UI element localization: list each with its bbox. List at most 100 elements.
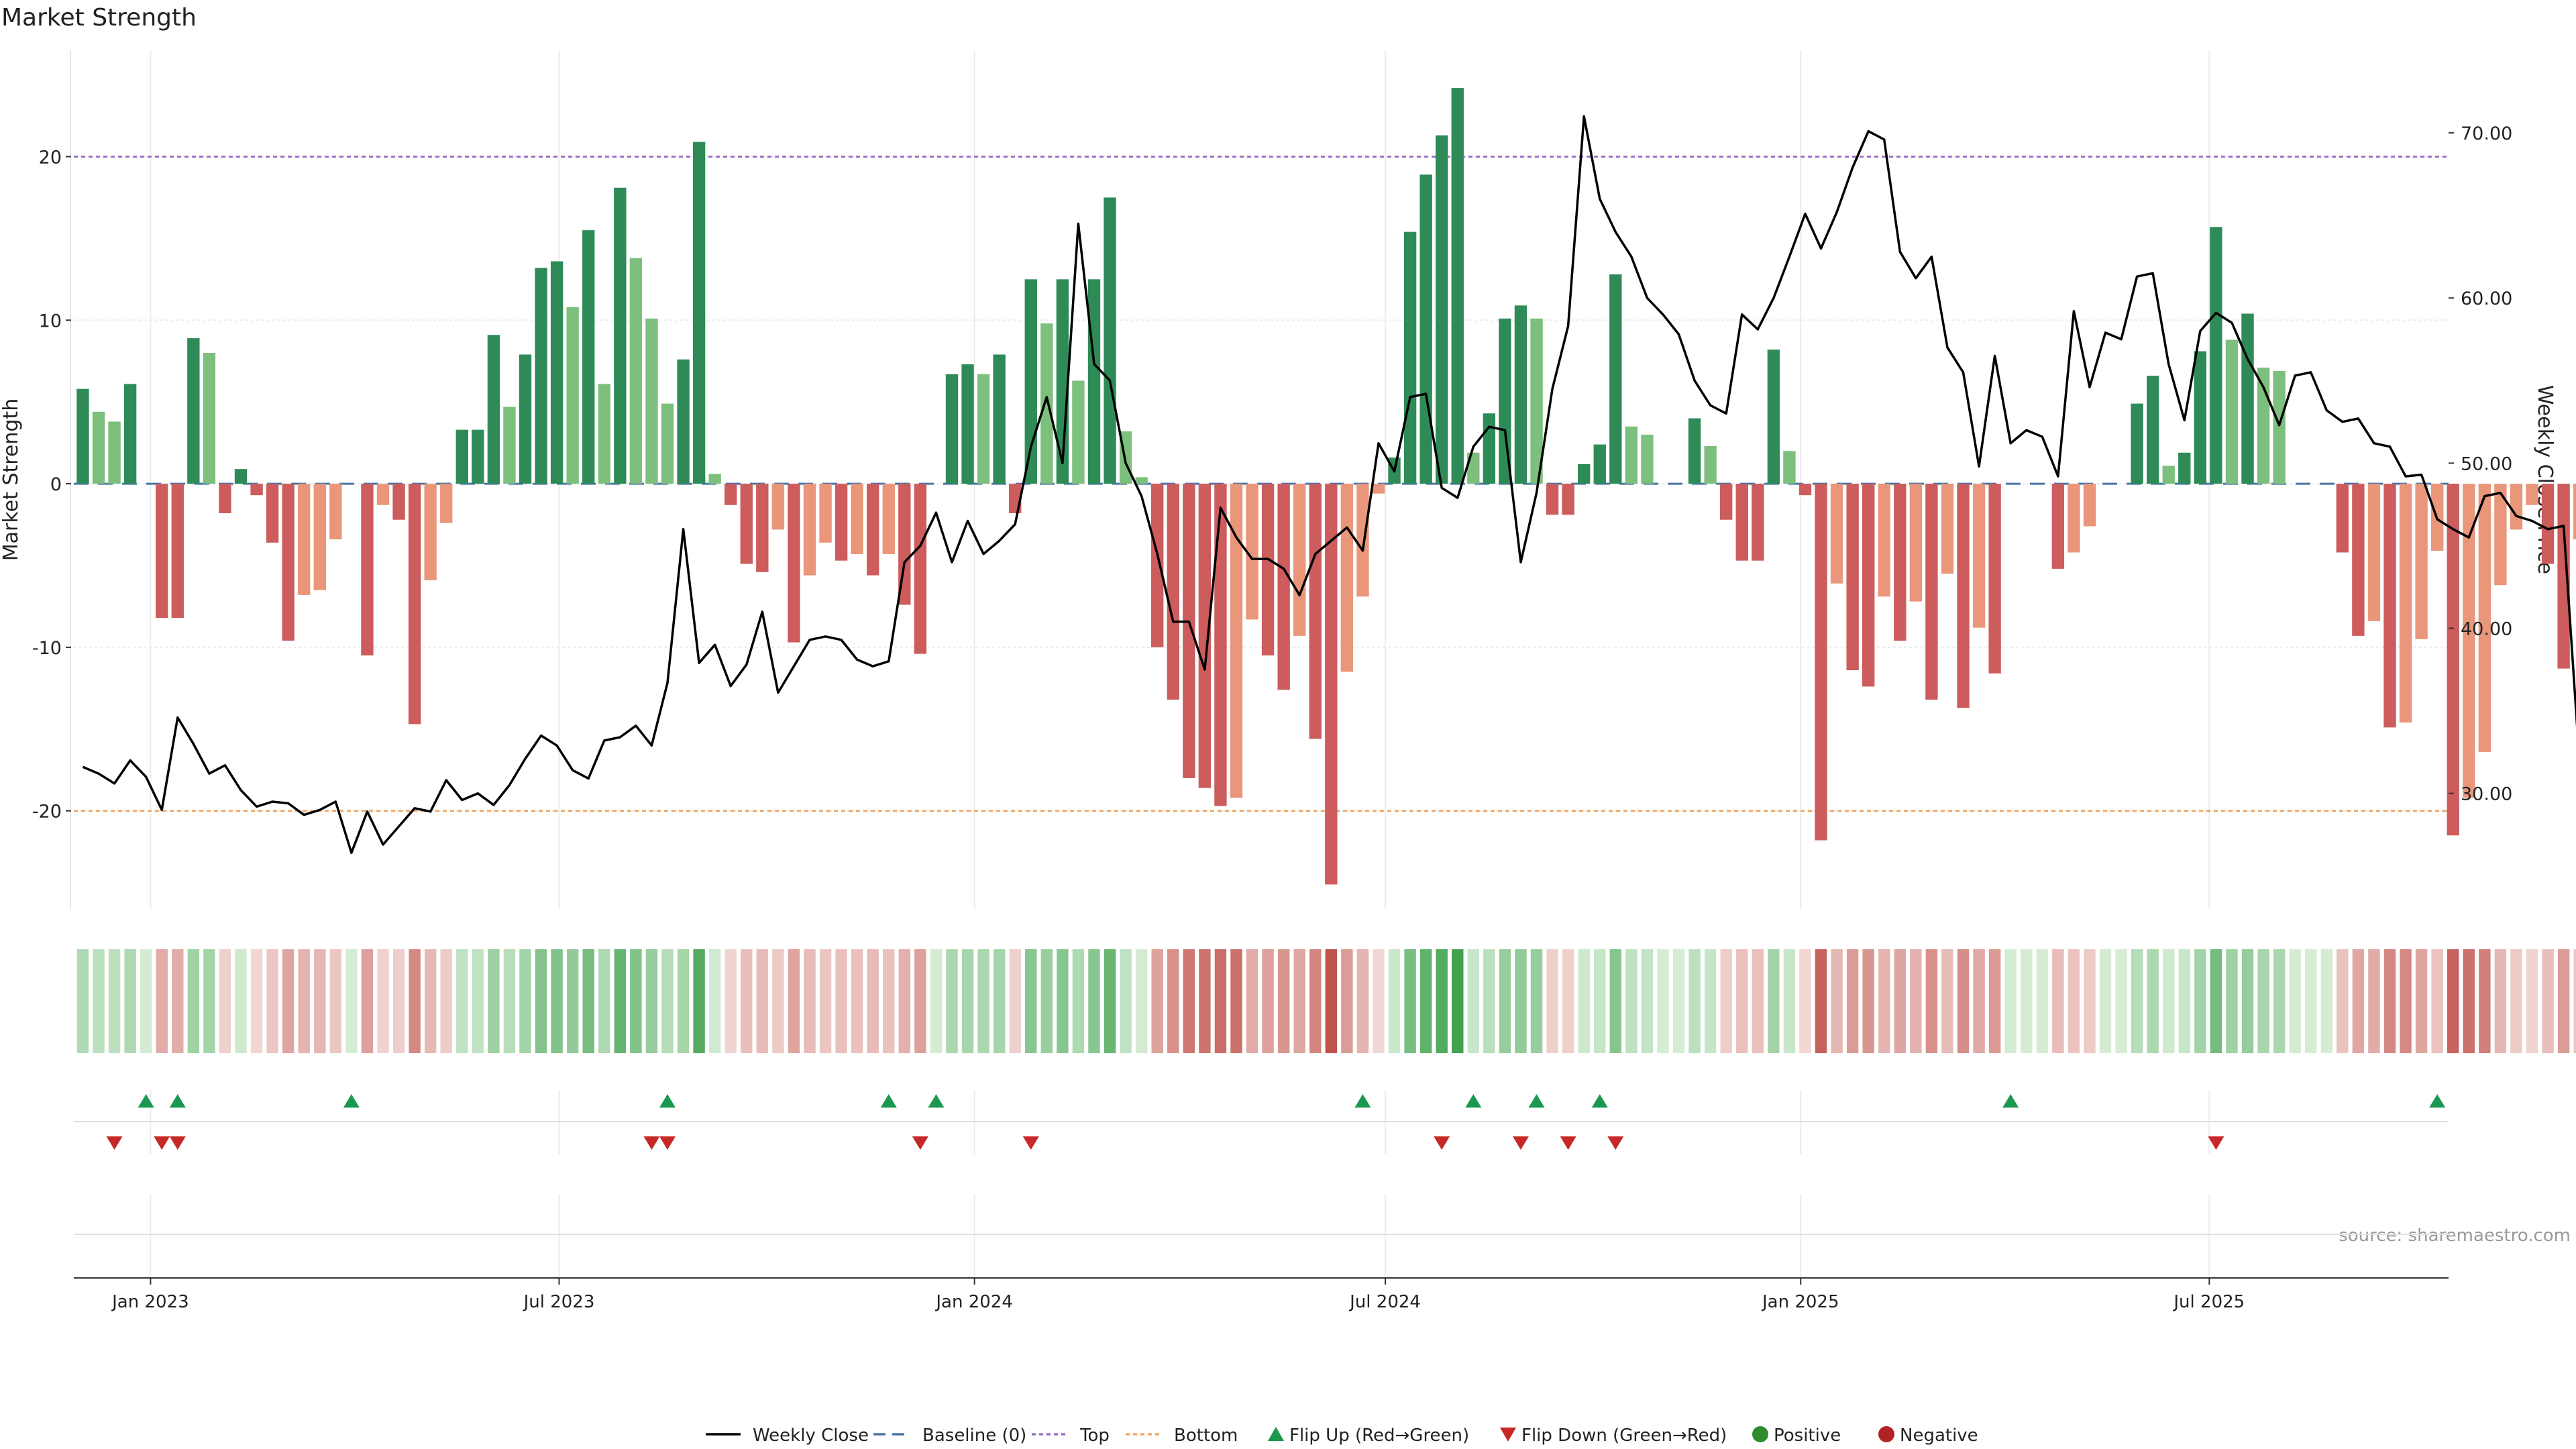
strength-bar: [661, 403, 674, 484]
heat-cell: [1515, 949, 1527, 1053]
strength-bar: [1024, 279, 1037, 484]
strength-bar: [329, 484, 342, 539]
strength-bar: [2162, 466, 2175, 484]
heat-cell: [741, 949, 753, 1053]
y-tick-label: 10: [39, 311, 62, 331]
strength-bar: [2573, 484, 2576, 539]
y2-axis-ticks: 30.00 40.00 50.00 60.00 70.00: [2449, 123, 2512, 805]
x-tick-label: Jul 2024: [1348, 1292, 1421, 1312]
heat-cell: [1262, 949, 1274, 1053]
strength-bar: [298, 484, 311, 595]
heat-cell: [1230, 949, 1242, 1053]
heat-cell: [1625, 949, 1638, 1053]
heat-cell: [914, 949, 926, 1053]
heat-cell: [2573, 949, 2576, 1053]
heat-cell: [788, 949, 800, 1053]
heat-cell: [1815, 949, 1827, 1053]
heat-cell: [1499, 949, 1511, 1053]
heat-cell: [409, 949, 421, 1053]
y-tick-label: 0: [50, 474, 62, 495]
heat-cell: [329, 949, 342, 1053]
strength-bar: [1688, 418, 1701, 484]
strength-bar: [472, 429, 484, 484]
heat-cell: [1894, 949, 1907, 1053]
flip-up-marker: [1354, 1094, 1371, 1108]
heat-cell: [488, 949, 500, 1053]
heat-cell: [2542, 949, 2554, 1053]
heat-cell: [946, 949, 958, 1053]
strength-bar: [1878, 484, 1890, 597]
strength-bar: [2194, 351, 2207, 484]
strength-bar: [1625, 426, 1638, 484]
heat-cell: [2305, 949, 2317, 1053]
strength-bar: [1246, 484, 1258, 620]
strength-bar: [1230, 484, 1243, 798]
strength-bar: [598, 384, 610, 484]
heat-cell: [2526, 949, 2538, 1053]
heat-cell: [187, 949, 200, 1053]
strength-bar: [2463, 484, 2475, 798]
strength-bar: [788, 484, 800, 643]
strength-bar: [2241, 313, 2254, 484]
heat-cell: [645, 949, 658, 1053]
strength-bar: [1735, 484, 1748, 561]
heat-cell: [1672, 949, 1685, 1053]
heat-cell: [1325, 949, 1338, 1053]
heat-cell: [883, 949, 895, 1053]
heat-cell: [2115, 949, 2127, 1053]
heat-cell: [835, 949, 847, 1053]
weekly-close-line: [82, 115, 2576, 855]
strength-bar: [282, 484, 294, 641]
heat-cell: [2084, 949, 2096, 1053]
strength-bar: [408, 484, 421, 724]
strength-bar: [535, 268, 547, 484]
heat-cell: [2383, 949, 2396, 1053]
heat-cell: [2431, 949, 2443, 1053]
x-tick-label: Jul 2023: [523, 1292, 595, 1312]
strength-bar: [1483, 413, 1496, 484]
heat-cell: [1641, 949, 1654, 1053]
heat-cell: [472, 949, 484, 1053]
heat-cell: [961, 949, 974, 1053]
strength-bar: [1403, 231, 1417, 484]
heat-cell: [1688, 949, 1701, 1053]
strength-bar: [1767, 350, 1780, 484]
strength-bar: [1815, 484, 1827, 841]
strength-bar: [629, 258, 643, 484]
heat-cell: [2337, 949, 2349, 1053]
heat-cell: [1594, 949, 1606, 1053]
heat-cell: [1704, 949, 1717, 1053]
strength-bar: [1704, 446, 1717, 484]
strength-bar: [92, 411, 105, 484]
heat-cell: [2400, 949, 2412, 1053]
strength-bar: [2210, 227, 2222, 484]
strength-bar: [503, 407, 516, 484]
strength-bar: [250, 484, 263, 496]
legend-label: Positive: [1774, 1426, 1841, 1446]
strength-bar: [977, 374, 990, 484]
grid-lines: [70, 50, 2449, 1278]
x-tick-label: Jul 2025: [2172, 1292, 2245, 1312]
heat-cell: [392, 949, 405, 1053]
strength-bar: [2399, 484, 2412, 723]
heat-cell: [1388, 949, 1401, 1053]
heat-cell: [345, 949, 358, 1053]
heat-cell: [1341, 949, 1353, 1053]
strength-bar: [1325, 484, 1338, 885]
heat-cell: [1799, 949, 1811, 1053]
heat-cell: [2131, 949, 2143, 1053]
strength-bar: [1514, 305, 1527, 484]
heat-cell: [2289, 949, 2301, 1053]
heat-cell: [219, 949, 231, 1053]
legend-label: Negative: [1900, 1426, 1978, 1446]
heat-cell: [1057, 949, 1069, 1053]
flip-up-marker: [1528, 1094, 1545, 1108]
strength-bar: [1040, 323, 1053, 484]
strength-bar: [1941, 484, 1954, 574]
flip-down-marker: [1512, 1136, 1529, 1150]
heat-cell: [203, 949, 215, 1053]
strength-bar: [1340, 484, 1354, 672]
heat-cell: [1309, 949, 1322, 1053]
strength-bar: [1752, 484, 1764, 561]
heat-cell: [1483, 949, 1495, 1053]
